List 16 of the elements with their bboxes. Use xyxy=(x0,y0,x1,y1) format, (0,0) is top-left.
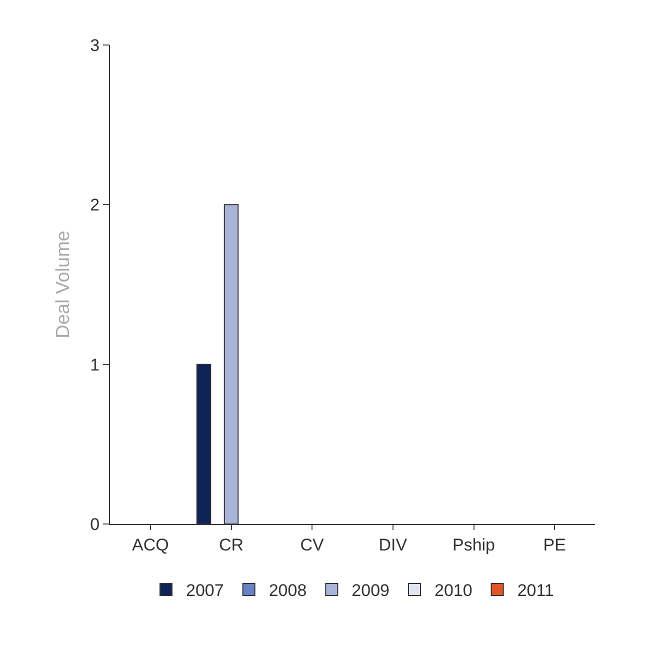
y-tick-label: 2 xyxy=(90,196,100,215)
legend-label: 2008 xyxy=(268,581,307,600)
x-tick-label: CV xyxy=(300,535,325,554)
y-tick-label: 0 xyxy=(90,514,100,534)
legend-label: 2010 xyxy=(434,581,472,600)
y-tick-label: 3 xyxy=(90,36,100,55)
y-axis-title: Deal Volume xyxy=(52,230,74,338)
legend-label: 2011 xyxy=(517,581,554,600)
legend-label: 2009 xyxy=(352,581,390,600)
y-tick-label: 1 xyxy=(90,355,100,374)
x-tick-label: DIV xyxy=(378,535,408,554)
x-tick-label: CR xyxy=(218,535,244,554)
legend-label: 2007 xyxy=(186,581,224,600)
x-tick-label: PE xyxy=(543,535,566,554)
x-tick-label: Pship xyxy=(452,535,496,554)
x-tick-label: ACQ xyxy=(132,535,169,554)
